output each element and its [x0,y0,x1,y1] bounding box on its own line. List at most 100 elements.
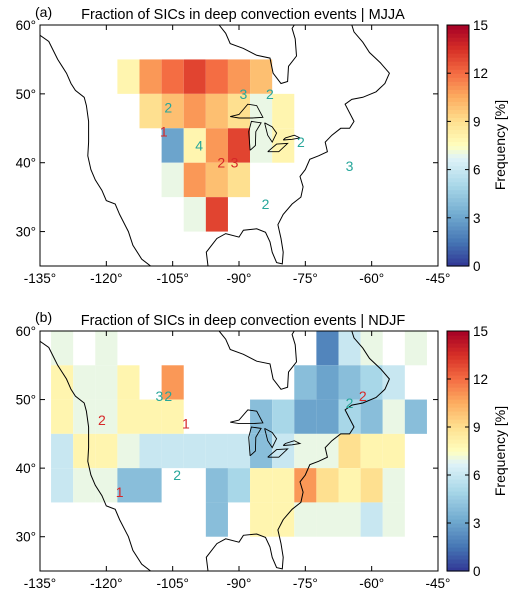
panel-a: (a) Fraction of SICs in deep convection … [16,4,508,286]
heatmap-cell [227,433,251,469]
contour-label: 1 [182,416,190,432]
colorbar-segment [447,53,469,58]
great-lake [264,122,278,144]
colorbar-segment [447,427,469,432]
colorbar-segment [447,495,469,500]
heatmap-cell [294,433,317,469]
heatmap-cell [316,433,339,469]
colorbar-segment [447,515,469,520]
heatmap-cell [183,59,206,94]
colorbar-segment [447,423,469,428]
heatmap-cell [51,399,74,434]
heatmap-cell [316,468,339,503]
colorbar-segment [447,257,469,263]
heatmap-cell [250,59,273,94]
heatmap-cell [95,331,118,366]
colorbar-segment [447,93,469,98]
panel-title: Fraction of SICs in deep convection even… [81,313,406,329]
colorbar-frame [446,330,470,572]
heatmap-cell [360,331,383,366]
colorbar-label: Frequency [%] [492,406,508,496]
heatmap-cell [183,433,206,469]
colorbar-segment [447,563,469,568]
great-lake [282,134,302,141]
heatmap-cell [404,399,427,434]
colorbar-segment [447,379,469,384]
colorbar-segment [447,499,469,504]
heatmap-cell [338,433,361,469]
heatmap-cell [139,93,162,129]
colorbar-segment [447,371,469,376]
colorbar-segment [447,503,469,508]
colorbar-segment [447,335,469,340]
y-tick-label: 50° [16,87,36,102]
heatmap-cell [183,162,206,198]
heatmap-cell [250,93,273,129]
great-lake [230,409,264,425]
contour-label: 2 [164,100,172,116]
colorbar-segment [447,567,469,572]
contour-label: 3 [231,155,239,171]
colorbar-segment [447,33,469,38]
great-lake [248,426,262,457]
colorbar-segment [447,129,469,135]
colorbar-segment [447,519,469,524]
colorbar: 0 3 6 9 12 15 Frequency [%] [446,324,508,579]
colorbar-segment [447,101,469,106]
colorbar-segment [447,189,469,195]
heatmap-cell [51,365,74,400]
heatmap-cell [95,365,118,400]
heatmap-cell [272,399,295,434]
colorbar-segment [447,443,469,448]
colorbar-segment [447,29,469,34]
colorbar-segment [447,527,469,532]
colorbar-segment [447,471,469,476]
colorbar-segment [447,359,469,364]
colorbar-segment [447,25,469,30]
great-lake [267,448,289,458]
colorbar-segment [447,137,469,143]
colorbar-segment [447,375,469,380]
heatmap-cell [161,365,184,400]
colorbar-segment [447,547,469,552]
contour-label: 2 [164,388,172,404]
colorbar-segment [447,177,469,183]
heatmap-cell [250,399,273,434]
x-tick-label: -45° [426,576,451,591]
y-tick-label: 30° [16,530,36,545]
colorbar-tick-label: 15 [473,324,488,339]
colorbar-label: Frequency [%] [492,100,508,190]
heatmap-cell [161,433,184,469]
colorbar-tick-label: 9 [473,114,481,129]
colorbar-segment [447,221,469,227]
contour-label: 4 [195,138,203,154]
colorbar-segment [447,73,469,78]
heatmap-cell [73,433,96,469]
colorbar-segment [447,229,469,235]
great-lake [230,103,264,119]
colorbar-segment [447,435,469,440]
heatmap-cell [382,502,405,537]
heatmap-cell [338,502,361,537]
colorbar-segment [447,201,469,207]
colorbar-segment [447,169,469,175]
heatmap-cell [294,502,317,537]
colorbar-segment [447,419,469,424]
colorbar-segment [447,125,469,131]
x-tick-label: -90° [227,271,252,286]
colorbar-tick-label: 6 [473,163,481,178]
heatmap-cell [382,433,405,469]
colorbar-segment [447,511,469,516]
colorbar-segment [447,241,469,247]
y-tick-label: 50° [16,393,36,408]
colorbar-tick-label: 12 [473,372,488,387]
panel-b: (b) Fraction of SICs in deep convection … [16,309,508,591]
colorbar-segment [447,205,469,211]
colorbar-segment [447,145,469,151]
panel-title: Fraction of SICs in deep convection even… [81,7,405,23]
colorbar-segment [447,245,469,251]
colorbar-segment [447,535,469,540]
